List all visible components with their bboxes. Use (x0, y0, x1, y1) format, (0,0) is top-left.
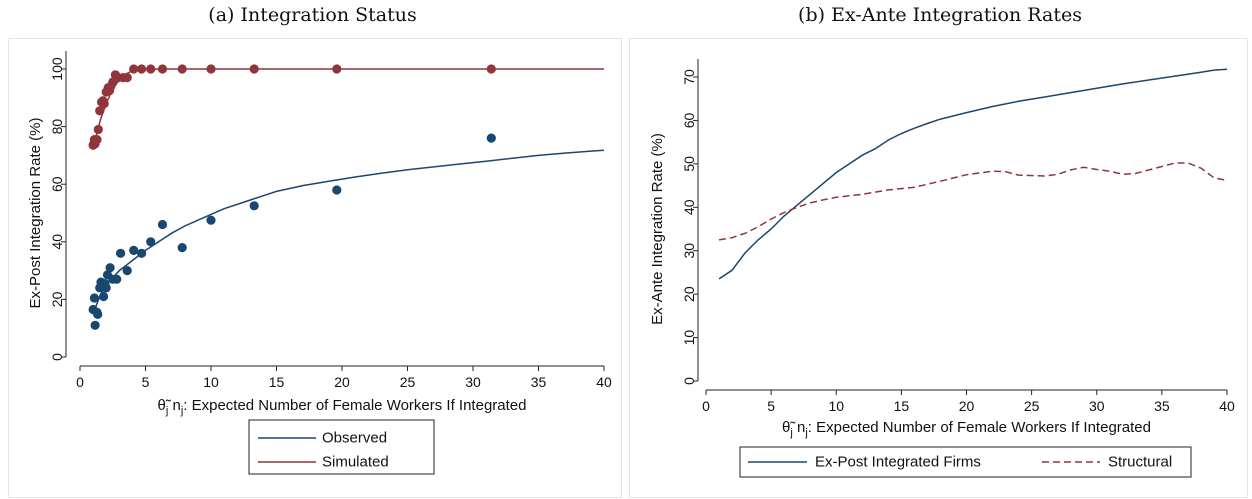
panel-a-series-observed-point (99, 291, 109, 302)
panel-b-x-tick-label: 30 (1089, 398, 1105, 414)
panel-a-series-observed-point (137, 248, 147, 258)
panel-a-series-observed-point (206, 215, 216, 225)
panel-b-y-tick-label: 50 (681, 156, 697, 172)
panel-b-x-tick-label: 35 (1154, 398, 1170, 414)
panel-a-y-tick-label: 60 (49, 176, 65, 192)
panel-b-y-tick-label: 70 (681, 69, 697, 85)
panel-a-x-tick-label: 30 (465, 374, 481, 390)
panel-a-series-simulated-point (486, 64, 496, 74)
panel-a-series-simulated-point (122, 73, 132, 83)
panel-a-series-observed-point (90, 320, 100, 330)
panel-b-x-tick-label: 10 (828, 398, 844, 414)
panel-b-series-ex-post-integrated-firms-line (718, 68, 1228, 280)
panel-a-x-tick-label: 5 (142, 374, 150, 390)
panel-a-x-tick-label: 0 (76, 374, 84, 390)
panel-b-y-tick-label: 10 (681, 330, 697, 346)
panel-a-y-tick-label: 0 (49, 353, 65, 361)
panel-a-series-observed-point (486, 133, 496, 143)
panel-a-x-tick-label: 20 (334, 374, 350, 390)
panel-a-y-tick-label: 80 (49, 119, 65, 135)
panel-b-frame (629, 38, 1248, 498)
panel-a-x-tick-label: 15 (269, 374, 285, 390)
panel-a-x-tick-label: 25 (400, 374, 416, 390)
panel-a-x-tick-label: 40 (596, 374, 612, 390)
panel-a-series-simulated-point (177, 64, 187, 74)
panel-a-series-simulated-point (157, 64, 168, 74)
panel-a-series-simulated-point (92, 135, 102, 145)
panel-a-series-observed-point (157, 219, 168, 230)
panel-b-x-tick-label: 20 (959, 398, 975, 414)
panel-b-title: (b) Ex-Ante Integration Rates (798, 4, 1082, 26)
panel-b-x-tick-label: 15 (894, 398, 910, 414)
panel-b-series-structural-line (718, 162, 1228, 241)
panel-a-legend-observed-label: Observed (322, 430, 387, 447)
panel-a-y-axis-label: Ex-Post Integration Rate (%) (27, 118, 44, 309)
panel-b-legend-box (739, 446, 1192, 478)
panel-a-series-observed-point (116, 248, 126, 258)
panel-a-legend-simulated-label: Simulated (322, 454, 389, 471)
panel-a-series-simulated-point (137, 64, 147, 74)
panel-b-y-tick-label: 60 (681, 112, 697, 128)
panel-a-series-simulated-point (129, 64, 139, 74)
panel-a-series-simulated-point (332, 64, 342, 74)
panel-a-y-tick-label: 40 (49, 234, 65, 250)
panel-a-x-axis-label: θ̃j nj: Expected Number of Female Worker… (158, 397, 527, 417)
panel-b-x-tick-label: 0 (702, 398, 710, 414)
panel-a-series-simulated-point (146, 64, 156, 74)
panel-a-series-observed-point (249, 201, 259, 211)
panel-a-legend-box (248, 419, 435, 475)
panel-a-y-tick-label: 20 (49, 291, 65, 307)
panel-b-x-tick-label: 25 (1024, 398, 1040, 414)
panel-a-x-tick-label: 10 (203, 374, 219, 390)
panel-a-series-simulated-point (249, 64, 259, 74)
panel-b-y-axis-label: Ex-Ante Integration Rate (%) (649, 133, 666, 325)
panel-b-legend-ex-post-integrated-firms-label: Ex-Post Integrated Firms (815, 454, 981, 471)
panel-b-x-axis-label: θ̃j nj: Expected Number of Female Worker… (782, 419, 1151, 439)
panel-a-series-observed-point (105, 263, 115, 273)
panel-a-series-observed-point (177, 243, 187, 253)
panel-a-series-observed-point (122, 266, 132, 276)
panel-a-series-observed-point (93, 309, 103, 319)
panel-a-series-observed-point (101, 283, 111, 293)
panel-a-series-simulated-point (95, 106, 105, 116)
panel-a-series-observed-point (146, 237, 156, 247)
panel-a-series-observed-point (332, 185, 342, 195)
panel-a-series-simulated-point (99, 99, 109, 109)
panel-a-title: (a) Integration Status (208, 4, 417, 26)
panel-b-x-tick-label: 40 (1219, 398, 1235, 414)
panel-b-y-tick-label: 0 (681, 377, 697, 385)
panel-a-series-simulated-fit-line (92, 68, 604, 149)
panel-a-y-tick-label: 100 (49, 57, 65, 81)
panel-a-series-observed-point (129, 245, 139, 255)
panel-b-legend-structural-label: Structural (1108, 454, 1172, 471)
panel-a-series-observed-point (89, 293, 99, 303)
panel-b-y-tick-label: 20 (681, 286, 697, 302)
panel-a-x-tick-label: 35 (531, 374, 547, 390)
panel-a-series-simulated-point (206, 64, 216, 74)
panel-b-y-tick-label: 40 (681, 199, 697, 215)
panel-b-y-tick-label: 30 (681, 243, 697, 259)
panel-a-series-simulated-point (93, 124, 103, 135)
panel-a-series-observed-point (112, 274, 122, 284)
panel-a-series-observed-fit-line (92, 149, 605, 315)
panel-b-x-tick-label: 5 (767, 398, 775, 414)
